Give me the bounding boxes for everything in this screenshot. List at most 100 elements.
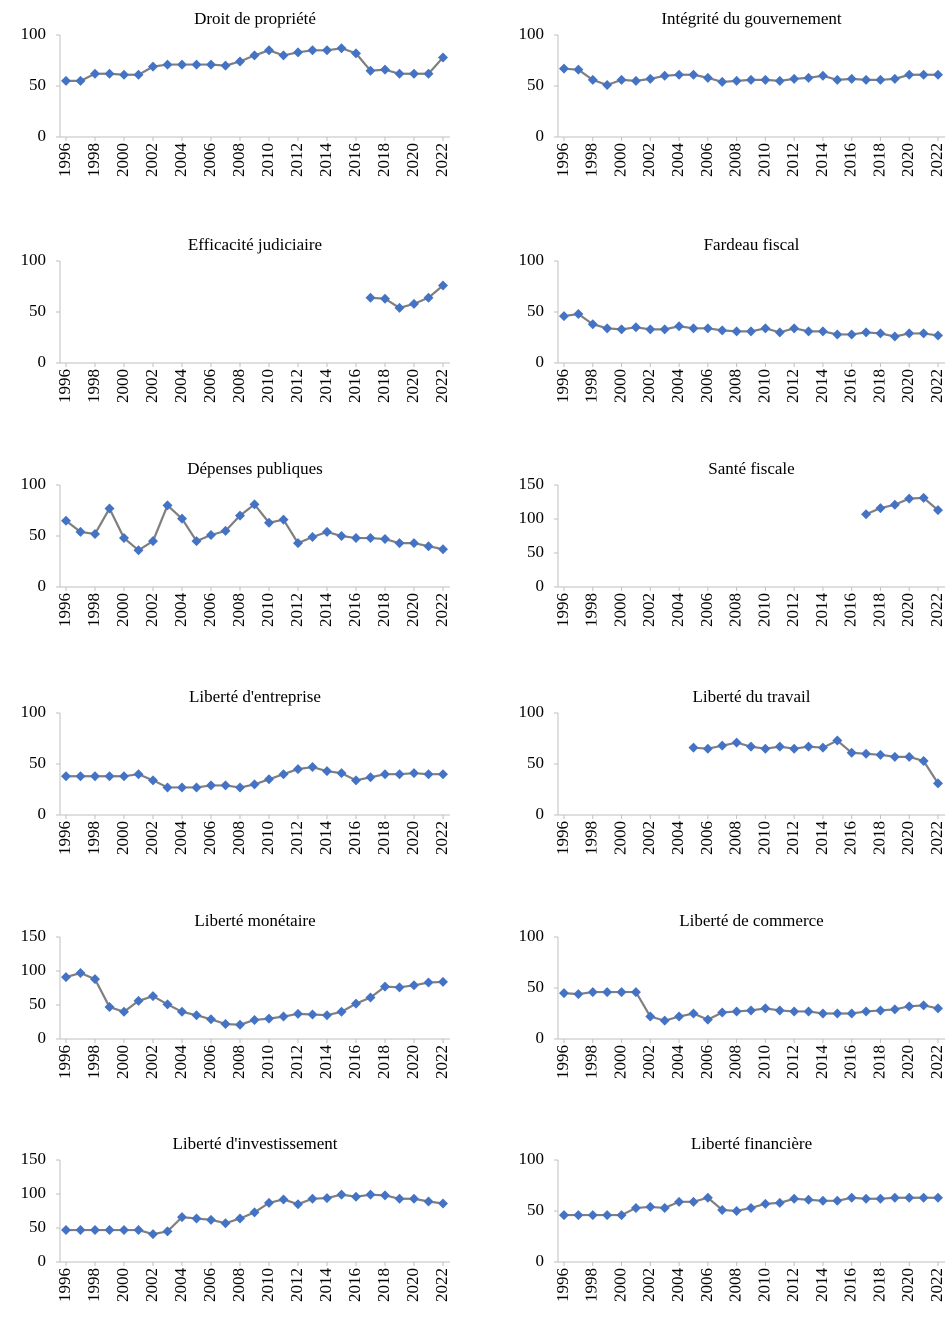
data-point [731, 75, 742, 86]
data-point [438, 544, 448, 555]
x-tick-label: 2014 [812, 143, 831, 178]
data-point [351, 998, 361, 1009]
x-tick-label: 2020 [898, 1268, 917, 1302]
data-point [394, 769, 405, 780]
data-point [760, 1003, 771, 1014]
x-tick-label: 2020 [898, 1045, 917, 1079]
x-tick-label: 1998 [84, 821, 103, 855]
x-tick-label: 2020 [898, 593, 917, 627]
x-tick-label: 2006 [200, 821, 219, 855]
data-point [351, 533, 361, 544]
x-tick-label: 2000 [610, 1045, 629, 1079]
data-point [817, 70, 828, 81]
data-point [645, 1011, 656, 1022]
data-point [75, 968, 86, 979]
x-tick-label: 2020 [403, 1045, 422, 1079]
data-point [933, 778, 943, 789]
x-tick-label: 2002 [142, 143, 161, 177]
data-point [746, 1005, 756, 1016]
x-tick-label: 2012 [287, 369, 306, 403]
data-point [307, 1009, 318, 1020]
data-point [817, 742, 828, 753]
data-point [746, 1202, 756, 1213]
data-point [409, 298, 419, 309]
x-tick-label: 2018 [374, 143, 393, 177]
data-point [746, 326, 756, 337]
x-tick-label: 2014 [316, 593, 335, 628]
x-tick-label: 2002 [142, 821, 161, 855]
y-tick-label: 100 [21, 960, 47, 979]
x-tick-label: 2002 [142, 1268, 161, 1302]
x-tick-label: 2022 [432, 1045, 451, 1079]
data-point [875, 1193, 886, 1204]
data-point [409, 1193, 419, 1204]
x-tick-label: 2022 [927, 1045, 946, 1079]
data-point [731, 1006, 742, 1017]
x-tick-label: 2004 [171, 1268, 190, 1303]
x-tick-label: 1996 [553, 1268, 572, 1302]
x-tick-label: 2000 [113, 143, 132, 177]
data-point [336, 1006, 347, 1017]
x-tick-label: 2010 [258, 369, 277, 403]
data-point [702, 1192, 713, 1203]
data-point [587, 987, 598, 998]
x-tick-label: 2000 [113, 593, 132, 627]
x-tick-label: 1996 [55, 1268, 74, 1302]
data-point [861, 327, 872, 338]
x-tick-label: 2004 [668, 593, 687, 628]
x-tick-label: 2018 [374, 1268, 393, 1302]
data-point [803, 1006, 814, 1017]
data-point [861, 74, 872, 85]
x-tick-label: 1998 [582, 1268, 601, 1302]
data-point [264, 517, 274, 528]
data-point [75, 526, 86, 537]
data-point [717, 76, 728, 87]
data-point [875, 503, 886, 514]
data-point [717, 1007, 728, 1018]
data-point [702, 323, 713, 334]
x-tick-label: 2006 [200, 1045, 219, 1079]
y-tick-label: 0 [536, 576, 545, 595]
data-point [61, 972, 71, 983]
y-tick-label: 50 [527, 542, 544, 561]
x-tick-label: 2004 [171, 143, 190, 178]
data-point [423, 977, 434, 988]
y-tick-label: 100 [519, 24, 545, 43]
data-point [587, 1210, 598, 1221]
data-point [133, 1225, 144, 1236]
data-point [933, 1003, 943, 1014]
data-point [889, 499, 900, 510]
data-point [803, 326, 814, 337]
x-tick-label: 2018 [869, 821, 888, 855]
data-point [191, 782, 202, 793]
x-tick-label: 2008 [229, 369, 248, 403]
data-point [803, 741, 814, 752]
data-point [645, 324, 656, 335]
x-tick-label: 2018 [869, 593, 888, 627]
data-point [659, 70, 670, 81]
chart-title: Liberté de commerce [679, 911, 823, 930]
data-point [336, 1189, 347, 1200]
data-point [789, 1193, 800, 1204]
data-point [746, 741, 756, 752]
x-tick-label: 2016 [345, 821, 364, 855]
x-tick-label: 2016 [345, 143, 364, 177]
y-tick-label: 100 [519, 250, 545, 269]
data-point [573, 309, 584, 320]
data-point [293, 1008, 303, 1019]
y-tick-label: 50 [527, 1200, 544, 1219]
data-point [573, 989, 584, 1000]
data-point [380, 1190, 390, 1201]
data-point [674, 321, 685, 332]
data-point [789, 323, 800, 334]
data-point [380, 981, 390, 992]
data-point [846, 73, 857, 84]
x-tick-label: 2016 [841, 143, 860, 177]
x-tick-label: 2018 [374, 593, 393, 627]
x-tick-label: 2008 [726, 821, 745, 855]
data-point [249, 779, 260, 790]
data-point [264, 1013, 274, 1024]
x-tick-label: 2022 [432, 369, 451, 403]
data-point [104, 1225, 115, 1236]
